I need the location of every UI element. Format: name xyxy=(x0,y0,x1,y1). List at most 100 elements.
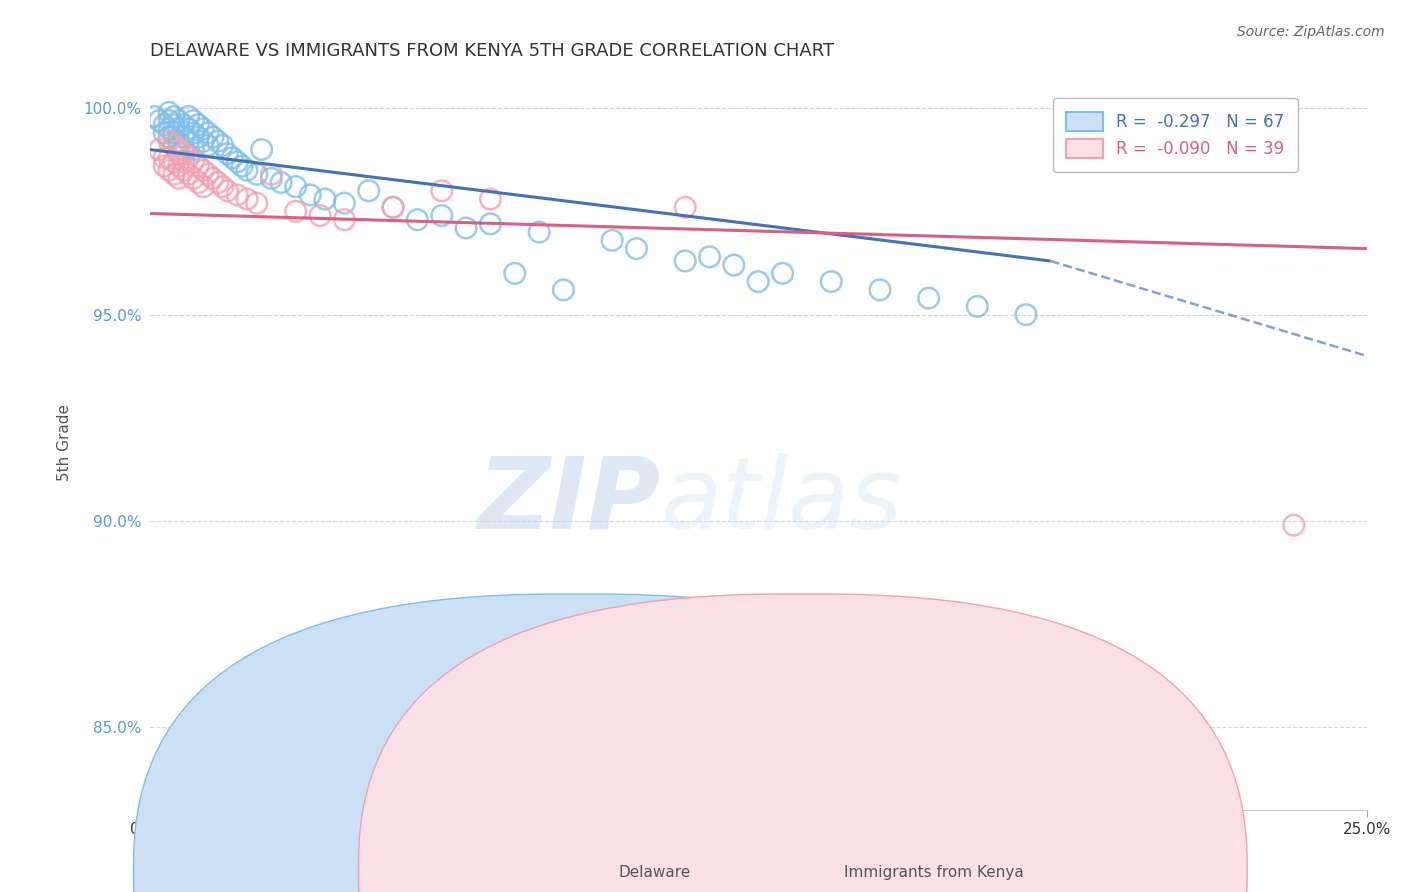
Point xyxy=(157,105,180,120)
Point xyxy=(270,176,292,190)
Point xyxy=(314,192,336,206)
Point xyxy=(869,283,891,297)
Point xyxy=(260,167,283,181)
Point xyxy=(479,192,502,206)
Point xyxy=(231,159,253,173)
Point xyxy=(167,146,190,161)
Point xyxy=(163,138,186,153)
Point xyxy=(284,204,307,219)
Point xyxy=(527,225,550,239)
Point xyxy=(163,110,186,124)
Point xyxy=(673,254,696,268)
Point xyxy=(157,113,180,128)
Point xyxy=(177,167,200,181)
Point xyxy=(673,200,696,214)
Point xyxy=(309,209,332,223)
Text: Immigrants from Kenya: Immigrants from Kenya xyxy=(844,865,1024,880)
Point xyxy=(148,113,170,128)
Point xyxy=(211,179,233,194)
Point xyxy=(626,242,648,256)
Point xyxy=(173,146,195,161)
Point xyxy=(157,163,180,178)
Point xyxy=(382,200,405,214)
Point xyxy=(183,143,205,157)
Point xyxy=(333,212,356,227)
Point xyxy=(193,179,215,194)
Text: Source: ZipAtlas.com: Source: ZipAtlas.com xyxy=(1237,25,1385,39)
Point xyxy=(600,233,623,247)
Point xyxy=(197,138,219,153)
Point xyxy=(966,299,988,313)
Point xyxy=(153,118,176,132)
Point xyxy=(250,143,273,157)
Point xyxy=(406,212,429,227)
Point xyxy=(479,217,502,231)
Point xyxy=(236,192,259,206)
Point xyxy=(173,143,195,157)
Point xyxy=(699,250,721,264)
Point xyxy=(333,196,356,211)
Point xyxy=(747,275,769,289)
Point xyxy=(148,143,170,157)
Point xyxy=(167,171,190,186)
Point xyxy=(201,171,224,186)
Point xyxy=(430,209,453,223)
Point xyxy=(201,130,224,145)
Legend: R =  -0.297   N = 67, R =  -0.090   N = 39: R = -0.297 N = 67, R = -0.090 N = 39 xyxy=(1053,98,1298,172)
Point xyxy=(284,179,307,194)
Point xyxy=(382,200,405,214)
Point xyxy=(177,151,200,165)
Point xyxy=(187,176,209,190)
Point xyxy=(207,176,229,190)
Point xyxy=(183,155,205,169)
Point xyxy=(193,121,215,136)
Point xyxy=(177,121,200,136)
Text: atlas: atlas xyxy=(661,453,903,549)
Y-axis label: 5th Grade: 5th Grade xyxy=(58,404,72,481)
Point xyxy=(299,188,322,202)
Point xyxy=(183,113,205,128)
Point xyxy=(357,184,380,198)
Point xyxy=(211,138,233,153)
Point xyxy=(456,221,478,235)
Text: DELAWARE VS IMMIGRANTS FROM KENYA 5TH GRADE CORRELATION CHART: DELAWARE VS IMMIGRANTS FROM KENYA 5TH GR… xyxy=(149,42,834,60)
Point xyxy=(177,134,200,148)
Point xyxy=(163,126,186,140)
Point xyxy=(723,258,745,272)
Point xyxy=(153,159,176,173)
Point xyxy=(187,130,209,145)
Point xyxy=(217,146,239,161)
Point xyxy=(1258,105,1281,120)
Point xyxy=(173,130,195,145)
Point xyxy=(1258,105,1281,120)
Point xyxy=(207,134,229,148)
Point xyxy=(173,155,195,169)
Point xyxy=(157,151,180,165)
Point xyxy=(197,126,219,140)
Point xyxy=(246,167,269,181)
Point xyxy=(193,163,215,178)
Point xyxy=(553,283,575,297)
Point xyxy=(153,151,176,165)
Point xyxy=(143,110,166,124)
Text: ZIP: ZIP xyxy=(478,453,661,549)
Point xyxy=(167,113,190,128)
Point xyxy=(163,155,186,169)
Point xyxy=(236,163,259,178)
Point xyxy=(173,118,195,132)
Point xyxy=(157,134,180,148)
Point xyxy=(177,110,200,124)
Point xyxy=(167,159,190,173)
Point xyxy=(503,266,526,280)
Point xyxy=(183,126,205,140)
Point xyxy=(226,188,249,202)
Point xyxy=(163,167,186,181)
Point xyxy=(1282,518,1305,533)
Point xyxy=(226,155,249,169)
Point xyxy=(197,167,219,181)
Point xyxy=(157,130,180,145)
Point xyxy=(167,143,190,157)
Point xyxy=(917,291,939,305)
Point xyxy=(187,159,209,173)
Point xyxy=(772,266,794,280)
